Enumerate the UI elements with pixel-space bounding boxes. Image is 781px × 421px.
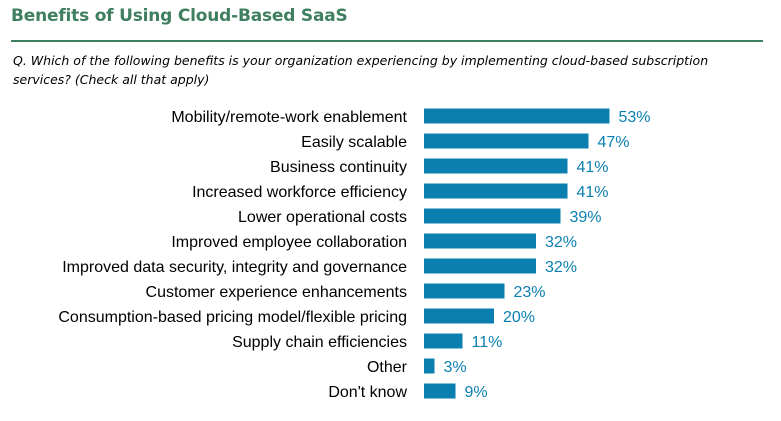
category-label: Lower operational costs xyxy=(238,209,407,226)
category-label: Mobility/remote-work enablement xyxy=(171,109,407,126)
bar xyxy=(424,233,536,249)
category-label: Other xyxy=(367,359,408,376)
bar xyxy=(424,308,494,324)
title-underline xyxy=(11,40,763,42)
value-label: 3% xyxy=(444,359,467,376)
value-label: 41% xyxy=(577,184,609,201)
value-label: 39% xyxy=(570,209,602,226)
bar xyxy=(424,158,568,174)
category-label: Increased workforce efficiency xyxy=(192,184,407,201)
value-label: 32% xyxy=(545,259,577,276)
value-label: 53% xyxy=(619,109,651,126)
bar xyxy=(424,108,610,124)
category-label: Improved data security, integrity and go… xyxy=(62,259,407,276)
value-label: 20% xyxy=(503,309,535,326)
bar xyxy=(424,358,435,374)
bar xyxy=(424,258,536,274)
bar xyxy=(424,283,505,299)
bar xyxy=(424,183,568,199)
category-label: Supply chain efficiencies xyxy=(232,334,407,351)
value-label: 11% xyxy=(472,334,503,351)
bar xyxy=(424,383,456,399)
chart-title: Benefits of Using Cloud-Based SaaS xyxy=(11,6,348,26)
value-label: 23% xyxy=(514,284,546,301)
value-label: 9% xyxy=(465,384,488,401)
value-label: 41% xyxy=(577,159,609,176)
bar xyxy=(424,133,589,149)
bar xyxy=(424,208,561,224)
category-label: Business continuity xyxy=(270,159,407,176)
category-label: Don't know xyxy=(328,384,407,401)
bar xyxy=(424,333,463,349)
value-label: 47% xyxy=(598,134,630,151)
category-label: Consumption-based pricing model/flexible… xyxy=(58,309,407,326)
category-label: Easily scalable xyxy=(301,134,407,151)
category-label: Customer experience enhancements xyxy=(146,284,407,301)
survey-question: Q. Which of the following benefits is yo… xyxy=(13,53,709,87)
value-label: 32% xyxy=(545,234,577,251)
category-label: Improved employee collaboration xyxy=(171,234,407,251)
